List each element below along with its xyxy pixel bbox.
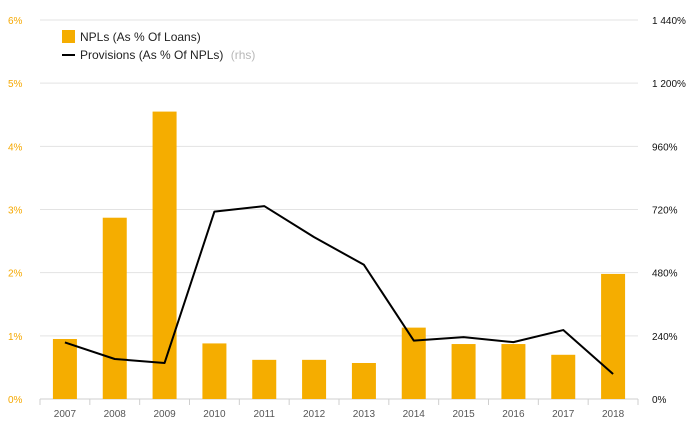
left-tick-label: 3% (8, 206, 23, 217)
provisions-line-path (64, 205, 614, 375)
bar (601, 273, 626, 399)
x-tick-label: 2011 (253, 409, 275, 420)
left-tick-label: 6% (8, 16, 23, 27)
left-tick-label: 5% (8, 79, 23, 90)
right-tick-label: 240% (652, 332, 678, 343)
legend-label-rhs: (rhs) (231, 48, 256, 62)
provisions-line (64, 205, 614, 375)
x-tick-label: 2009 (153, 409, 176, 420)
bar (52, 338, 77, 399)
svg-text:Provisions (As % Of NPLs): Provisions (As % Of NPLs) (rhs) (80, 48, 255, 62)
right-tick-label: 1 200% (652, 79, 686, 90)
x-tick-label: 2008 (104, 409, 127, 420)
right-axis-ticks: 0% 240% 480% 720% 960% 1 200% 1 440% (652, 16, 686, 406)
x-tick-label: 2015 (452, 409, 475, 420)
left-tick-label: 4% (8, 142, 23, 153)
x-tick-label: 2013 (353, 409, 376, 420)
x-tick-label: 2014 (403, 409, 426, 420)
bar (152, 111, 177, 399)
bar (551, 354, 576, 399)
bar (451, 344, 476, 399)
right-tick-label: 480% (652, 269, 678, 280)
legend-label-npls: NPLs (As % Of Loans) (80, 30, 201, 44)
x-tick-label: 2016 (502, 409, 525, 420)
x-tick-label: 2018 (602, 409, 625, 420)
left-tick-label: 2% (8, 269, 23, 280)
bar (202, 343, 227, 399)
x-tick-label: 2010 (203, 409, 226, 420)
bar (252, 359, 277, 399)
bar (302, 359, 327, 399)
legend-swatch-npls (62, 30, 75, 43)
bar (401, 327, 426, 399)
x-tick-label: 2012 (303, 409, 326, 420)
x-axis-ticks: 2007 2008 2009 2010 2011 2012 2013 2014 2015 2016… (54, 409, 625, 420)
x-tick-label: 2007 (54, 409, 77, 420)
legend-label-provisions: Provisions (As % Of NPLs) (80, 48, 223, 62)
right-tick-label: 0% (652, 395, 667, 406)
left-tick-label: 1% (8, 332, 23, 343)
right-tick-label: 1 440% (652, 16, 686, 27)
bar (102, 217, 127, 399)
bar (351, 362, 376, 399)
left-tick-label: 0% (8, 395, 23, 406)
x-tick-label: 2017 (552, 409, 575, 420)
bar (501, 344, 526, 399)
npl-bars (52, 111, 626, 399)
gridlines (39, 19, 639, 405)
legend: NPLs (As % Of Loans) Provisions (As % Of… (62, 30, 255, 62)
right-tick-label: 720% (652, 206, 678, 217)
left-axis-ticks: 0% 1% 2% 3% 4% 5% 6% (8, 16, 23, 406)
right-tick-label: 960% (652, 142, 678, 153)
